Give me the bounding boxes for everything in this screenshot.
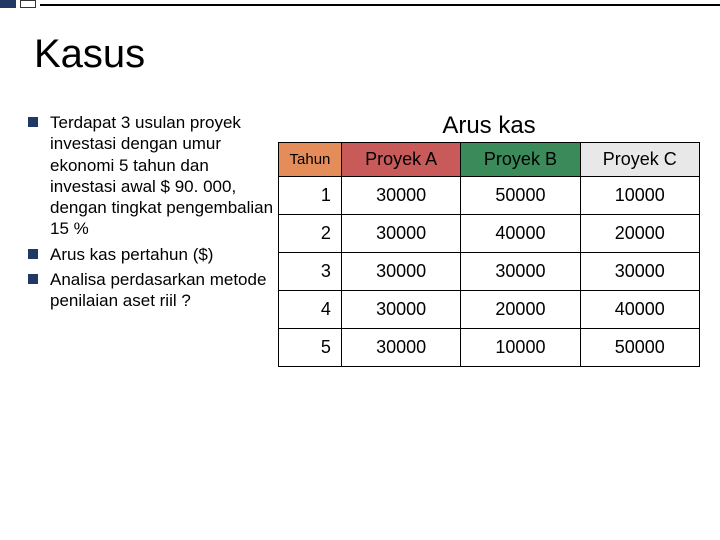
cell-a: 30000	[341, 329, 460, 367]
cell-c: 30000	[580, 253, 699, 291]
table-body: 1 30000 50000 10000 2 30000 40000 20000 …	[279, 177, 700, 367]
cell-year: 1	[279, 177, 342, 215]
cashflow-table: Tahun Proyek A Proyek B Proyek C 1 30000…	[278, 142, 700, 367]
list-item: Analisa perdasarkan metode penilaian ase…	[28, 269, 278, 312]
cell-b: 30000	[461, 253, 580, 291]
table-area: Arus kas Tahun Proyek A Proyek B Proyek …	[278, 112, 700, 367]
bullet-text: Terdapat 3 usulan proyek investasi denga…	[50, 112, 278, 240]
table-row: 4 30000 20000 40000	[279, 291, 700, 329]
cell-c: 40000	[580, 291, 699, 329]
cell-year: 2	[279, 215, 342, 253]
table-row: 2 30000 40000 20000	[279, 215, 700, 253]
content-area: Terdapat 3 usulan proyek investasi denga…	[28, 112, 700, 367]
bullet-icon	[28, 117, 38, 127]
page-title: Kasus	[34, 32, 145, 77]
cell-b: 40000	[461, 215, 580, 253]
accent-square-filled	[0, 0, 16, 8]
col-header-b: Proyek B	[461, 143, 580, 177]
col-header-a: Proyek A	[341, 143, 460, 177]
cell-c: 20000	[580, 215, 699, 253]
table-row: 5 30000 10000 50000	[279, 329, 700, 367]
col-header-c: Proyek C	[580, 143, 699, 177]
table-header-row: Tahun Proyek A Proyek B Proyek C	[279, 143, 700, 177]
col-header-tahun: Tahun	[279, 143, 342, 177]
bullet-text: Arus kas pertahun ($)	[50, 244, 278, 265]
cell-a: 30000	[341, 215, 460, 253]
table-row: 1 30000 50000 10000	[279, 177, 700, 215]
table-row: 3 30000 30000 30000	[279, 253, 700, 291]
accent-square-empty	[20, 0, 36, 8]
table-title: Arus kas	[278, 112, 700, 140]
cell-a: 30000	[341, 291, 460, 329]
cell-b: 50000	[461, 177, 580, 215]
accent-line	[40, 0, 720, 6]
cell-c: 50000	[580, 329, 699, 367]
bullet-text: Analisa perdasarkan metode penilaian ase…	[50, 269, 278, 312]
cell-b: 20000	[461, 291, 580, 329]
cell-a: 30000	[341, 253, 460, 291]
list-item: Arus kas pertahun ($)	[28, 244, 278, 265]
bullet-icon	[28, 249, 38, 259]
cell-year: 4	[279, 291, 342, 329]
top-accent-bar	[0, 0, 720, 8]
cell-b: 10000	[461, 329, 580, 367]
cell-c: 10000	[580, 177, 699, 215]
cell-a: 30000	[341, 177, 460, 215]
bullet-icon	[28, 274, 38, 284]
cell-year: 5	[279, 329, 342, 367]
bullet-list: Terdapat 3 usulan proyek investasi denga…	[28, 112, 278, 367]
list-item: Terdapat 3 usulan proyek investasi denga…	[28, 112, 278, 240]
cell-year: 3	[279, 253, 342, 291]
